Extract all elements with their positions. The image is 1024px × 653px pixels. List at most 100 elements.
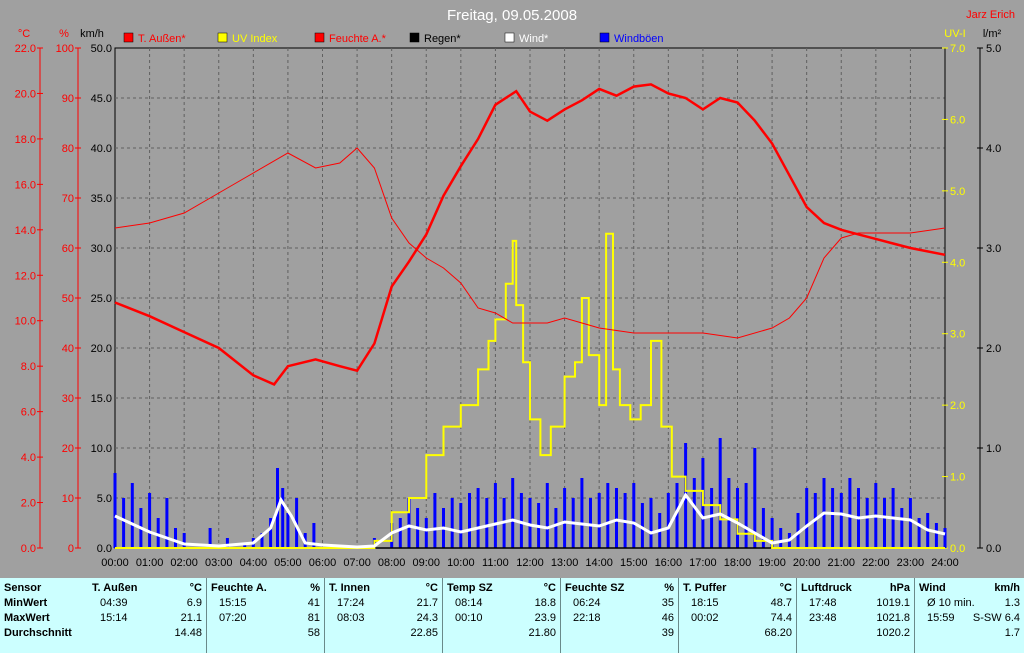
stats-column: T. Außen °C 04:39 6.9 15:14 21.1 14.48 [88,578,206,653]
legend-entry: Regen* [424,33,461,45]
max-value: 21.1 [180,612,202,624]
gust-bar [122,498,126,548]
max-value: 23.9 [534,612,556,624]
avg-spacer [329,626,337,641]
gust-bar [424,518,428,548]
gust-bar [281,488,285,548]
avg-label: Durchschnitt [4,627,72,639]
x-tick-label: 12:00 [516,557,544,569]
gust-bar [511,478,515,548]
gust-bar [208,528,212,548]
legend-swatch [504,32,515,43]
gust-bar [908,498,912,548]
gust-bar [839,493,843,548]
sensor-unit: km/h [994,582,1020,594]
sensor-unit: °C [189,582,202,594]
gust-bar [649,498,653,548]
temp-tick-label: 12.0 [15,270,36,282]
uv-tick-label: 2.0 [950,400,965,412]
humidity-tick-label: 80 [62,143,74,155]
x-tick-label: 07:00 [343,557,371,569]
legend-swatch [599,32,610,43]
gust-bar [761,508,765,548]
wind-tick-label: 5.0 [97,493,112,505]
gust-bar [943,528,947,548]
chart-title: Freitag, 09.05.2008 [447,7,577,24]
x-tick-label: 09:00 [412,557,440,569]
x-tick-label: 11:00 [482,557,509,569]
gust-bar [182,533,186,548]
gust-bar [493,483,497,548]
rain-tick-label: 5.0 [986,43,1001,55]
gust-bar [519,493,523,548]
sensor-unit: % [310,582,320,594]
gust-bar [710,488,714,548]
avg-spacer [447,626,455,641]
min-value: 1019.1 [876,597,910,609]
gust-bar [727,478,731,548]
avg-value: 14.48 [174,627,202,639]
author-label: Jarz Erich [966,9,1015,21]
gust-bar [917,518,921,548]
stats-column: Temp SZ °C 08:14 18.8 00:10 23.9 21.80 [442,578,560,653]
stats-column: Feuchte A.% 15:15 41 07:20 81 58 [206,578,324,653]
gust-bar [744,483,748,548]
max-time: 22:18 [573,612,601,624]
stats-column: Luftdruck hPa 17:48 1019.1 23:48 1021.8 1020.2 [796,578,914,653]
min-time: 06:24 [573,597,601,609]
gust-bar [805,488,809,548]
gust-bar [640,503,644,548]
sensor-name: Wind [919,582,946,594]
avg-spacer [801,626,809,641]
gust-bar [174,528,177,548]
legend-swatch [314,32,325,43]
legend-entry: Wind* [519,33,549,45]
gust-bar [589,498,592,548]
legend-swatch [123,32,134,43]
min-label: MinWert [4,597,48,609]
humidity-tick-label: 90 [62,93,74,105]
x-tick-label: 03:00 [205,557,233,569]
x-tick-label: 00:00 [101,557,129,569]
humidity-unit: % [59,28,69,40]
gust-bar [225,538,229,548]
wind-tick-label: 45.0 [91,93,112,105]
wind-tick-label: 0.0 [97,543,112,555]
gust-bar [597,493,601,548]
gust-bar [615,488,618,548]
gust-bar [156,518,160,548]
sensor-name: Luftdruck [801,582,852,594]
uv-tick-label: 5.0 [950,186,965,198]
sensor-name: Temp SZ [447,582,493,594]
gust-bar [934,523,938,548]
gust-bar [632,483,636,548]
max-time: 00:02 [691,612,719,624]
series-group [113,83,947,549]
sensor-name: T. Innen [329,582,370,594]
gust-bar [130,483,134,548]
gust-bar [165,498,169,548]
sensor-name: Feuchte A. [211,582,267,594]
gust-bar [848,478,852,548]
uv-tick-label: 4.0 [950,257,965,269]
min-value: 48.7 [770,597,792,609]
humidity-line [114,147,946,339]
humidity-tick-label: 40 [62,343,74,355]
uv-tick-label: 6.0 [950,114,965,126]
gust-bar [312,523,316,548]
x-tick-label: 22:00 [862,557,890,569]
temp-tick-label: 10.0 [15,316,36,328]
temp-unit: °C [18,28,30,40]
x-tick-label: 08:00 [378,557,406,569]
max-value: 46 [661,612,674,624]
sensor-unit: % [664,582,674,594]
legend-swatch [409,32,420,43]
legend-entry: T. Außen* [138,33,186,45]
min-time: 04:39 [100,597,128,609]
gust-bar [796,513,800,548]
wind-tick-label: 10.0 [91,443,112,455]
avg-spacer [92,626,100,641]
humidity-tick-label: 70 [62,193,74,205]
min-value: 6.9 [186,597,202,609]
max-time: 23:48 [809,612,837,624]
